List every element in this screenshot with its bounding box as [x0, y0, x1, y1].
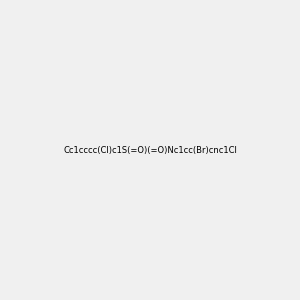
Text: Cc1cccc(Cl)c1S(=O)(=O)Nc1cc(Br)cnc1Cl: Cc1cccc(Cl)c1S(=O)(=O)Nc1cc(Br)cnc1Cl [63, 146, 237, 154]
